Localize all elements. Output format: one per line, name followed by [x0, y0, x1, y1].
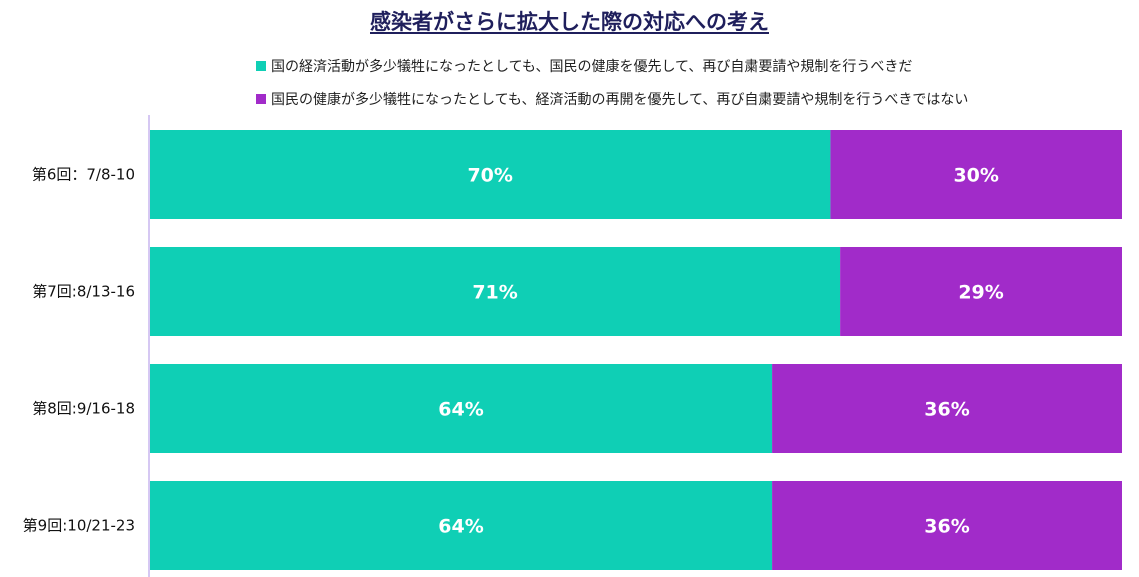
- bar-segment-economy-first: [772, 481, 1122, 570]
- legend-swatch-teal: [256, 61, 266, 71]
- data-label: 64%: [438, 399, 483, 421]
- legend-item-health-first: 国の経済活動が多少犠牲になったとしても、国民の健康を優先して、再び自粛要請や規制…: [256, 56, 912, 76]
- data-label: 64%: [438, 516, 483, 538]
- category-label: 第7回:8/13-16: [32, 283, 135, 301]
- chart-title: 感染者がさらに拡大した際の対応への考え: [370, 10, 769, 34]
- data-label: 36%: [924, 399, 969, 421]
- legend-label-health-first: 国の経済活動が多少犠牲になったとしても、国民の健康を優先して、再び自粛要請や規制…: [271, 59, 913, 75]
- category-label: 第6回：7/8-10: [32, 166, 135, 184]
- bar-segment-health-first: [150, 481, 773, 570]
- bar-segment-economy-first: [772, 364, 1122, 453]
- category-label: 第8回:9/16-18: [32, 400, 135, 418]
- data-label: 71%: [472, 282, 517, 304]
- data-label: 70%: [467, 165, 512, 187]
- legend-swatch-purple: [256, 94, 266, 104]
- bar-segment-health-first: [150, 247, 841, 336]
- data-label: 30%: [953, 165, 998, 187]
- bar-segment-health-first: [150, 364, 773, 453]
- legend-item-economy-first: 国民の健康が多少犠牲になったとしても、経済活動の再開を優先して、再び自粛要請や規…: [256, 89, 968, 109]
- bar-segment-economy-first: [840, 247, 1122, 336]
- legend-label-economy-first: 国民の健康が多少犠牲になったとしても、経済活動の再開を優先して、再び自粛要請や規…: [271, 92, 969, 108]
- data-label: 29%: [958, 282, 1003, 304]
- bar-segment-economy-first: [830, 130, 1122, 219]
- bar-segment-health-first: [150, 130, 831, 219]
- data-label: 36%: [924, 516, 969, 538]
- category-label: 第9回:10/21-23: [23, 517, 135, 535]
